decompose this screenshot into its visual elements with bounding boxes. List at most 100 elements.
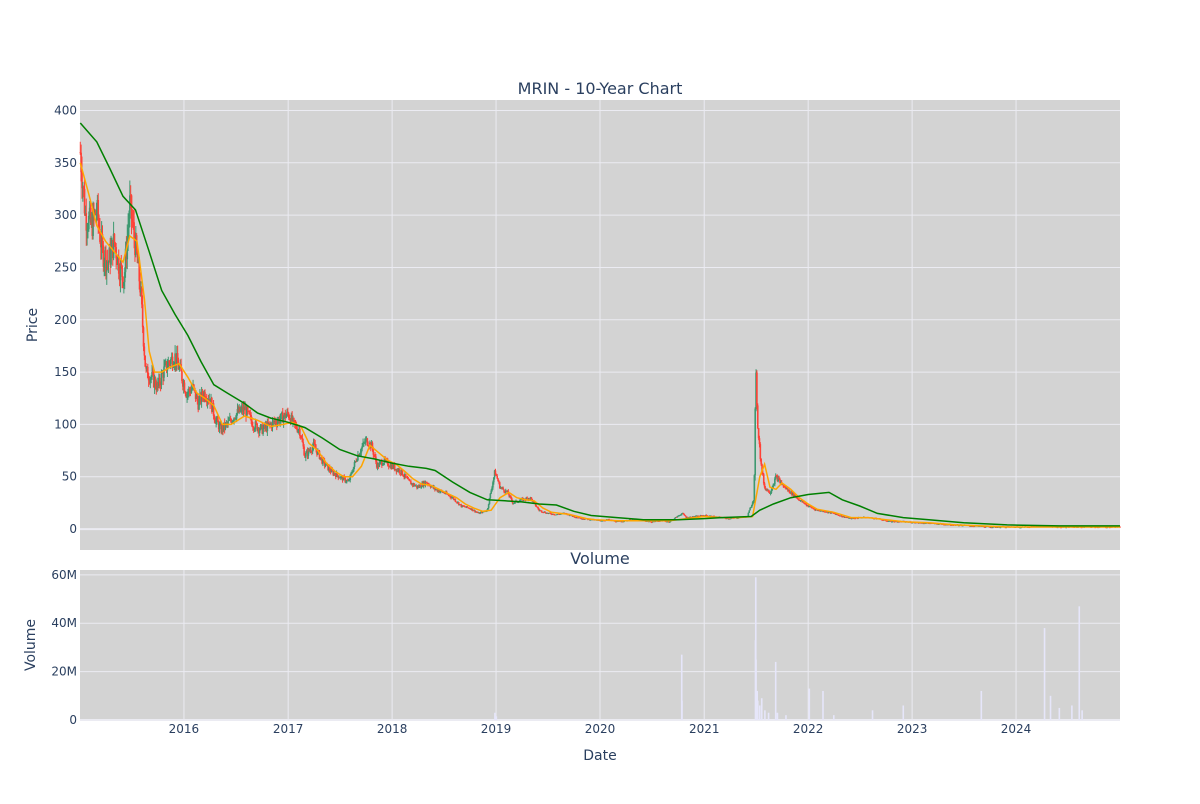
candle-body xyxy=(255,421,258,424)
candle-body xyxy=(182,380,184,387)
candle-body xyxy=(310,450,312,452)
volume-bar xyxy=(767,712,770,720)
candle-body xyxy=(128,218,130,228)
candle-body xyxy=(226,423,229,424)
candle-body xyxy=(174,353,176,365)
volume-y-tick-label: 60M xyxy=(51,568,77,582)
candle-body xyxy=(201,391,204,397)
candle-body xyxy=(481,511,483,513)
candle-body xyxy=(253,429,256,430)
candle-body xyxy=(645,521,647,522)
candle-body xyxy=(397,469,399,472)
candle-body xyxy=(789,492,792,494)
volume-bar xyxy=(756,700,759,720)
candle-body xyxy=(539,510,541,512)
candle-body xyxy=(929,523,932,525)
candle-body xyxy=(757,428,760,439)
candle-body xyxy=(850,517,852,519)
candle-body xyxy=(146,366,148,369)
candle-body xyxy=(725,518,727,520)
candle-body xyxy=(389,464,392,468)
candle-body xyxy=(481,511,484,513)
candle-body xyxy=(525,497,528,500)
candle-body xyxy=(275,421,277,424)
candle-body xyxy=(447,494,450,496)
candle-body xyxy=(555,514,557,516)
candle-body xyxy=(124,248,127,273)
candle-body xyxy=(175,353,177,365)
candle-body xyxy=(158,377,161,385)
candle-body xyxy=(222,425,224,431)
candle-body xyxy=(698,515,700,517)
candle-body xyxy=(885,520,888,522)
candle-body xyxy=(749,508,751,511)
candle-body xyxy=(208,399,211,401)
candle-body xyxy=(674,517,677,518)
candle-body xyxy=(504,491,506,493)
candle-body xyxy=(359,452,362,455)
candle-body xyxy=(686,517,688,518)
candle-body xyxy=(773,484,775,486)
candle-body xyxy=(805,503,808,506)
candle-body xyxy=(230,420,233,424)
candle-body xyxy=(236,408,239,414)
candle-body xyxy=(298,429,300,430)
candle-body xyxy=(260,424,263,426)
candle-body xyxy=(512,503,515,505)
candle-body xyxy=(99,241,102,248)
candle-body xyxy=(284,413,287,419)
candle-body xyxy=(274,421,276,423)
candle-body xyxy=(264,424,267,428)
candle-body xyxy=(268,422,270,425)
candle-body xyxy=(762,472,764,475)
candle-body xyxy=(102,245,105,267)
candle-body xyxy=(100,234,103,248)
candle-body xyxy=(198,399,200,410)
candle-body xyxy=(151,371,153,377)
candle-body xyxy=(418,485,421,488)
candle-body xyxy=(501,487,504,489)
candle-body xyxy=(456,502,458,503)
candle-body xyxy=(393,464,395,469)
candle-body xyxy=(756,372,758,406)
candle-body xyxy=(412,483,415,486)
candle-body xyxy=(337,475,340,478)
candle-body xyxy=(134,237,136,256)
candle-body xyxy=(321,457,323,464)
candle-body xyxy=(335,472,338,477)
candle-body xyxy=(680,514,682,516)
candle-body xyxy=(852,518,855,520)
candle-body xyxy=(457,502,460,505)
candle-body xyxy=(304,455,306,458)
candle-body xyxy=(498,482,501,489)
candle-body xyxy=(705,515,708,516)
candle-body xyxy=(417,486,420,488)
candle-body xyxy=(541,511,544,513)
candle-body xyxy=(378,462,381,467)
price-y-tick-label: 350 xyxy=(54,156,77,170)
candle-body xyxy=(328,467,331,471)
candle-body xyxy=(472,510,475,512)
candle-body xyxy=(374,455,376,457)
candle-body xyxy=(464,506,467,508)
candle-body xyxy=(287,411,289,414)
candle-body xyxy=(320,457,323,459)
candle-body xyxy=(458,504,461,506)
candle-body xyxy=(392,464,394,469)
candle-body xyxy=(894,521,897,523)
volume-bar xyxy=(1049,695,1052,720)
candle-body xyxy=(269,422,271,425)
candle-body xyxy=(530,497,533,499)
candle-body xyxy=(429,486,432,488)
candle-body xyxy=(325,463,328,466)
candle-body xyxy=(265,424,268,432)
candle-body xyxy=(557,513,559,515)
candle-body xyxy=(844,517,846,518)
candle-body xyxy=(170,358,172,365)
candle-body xyxy=(364,438,367,443)
candle-body xyxy=(657,521,660,522)
volume-bar xyxy=(1058,707,1061,720)
candle-body xyxy=(475,511,477,513)
candle-body xyxy=(88,215,90,230)
candle-body xyxy=(460,504,463,507)
